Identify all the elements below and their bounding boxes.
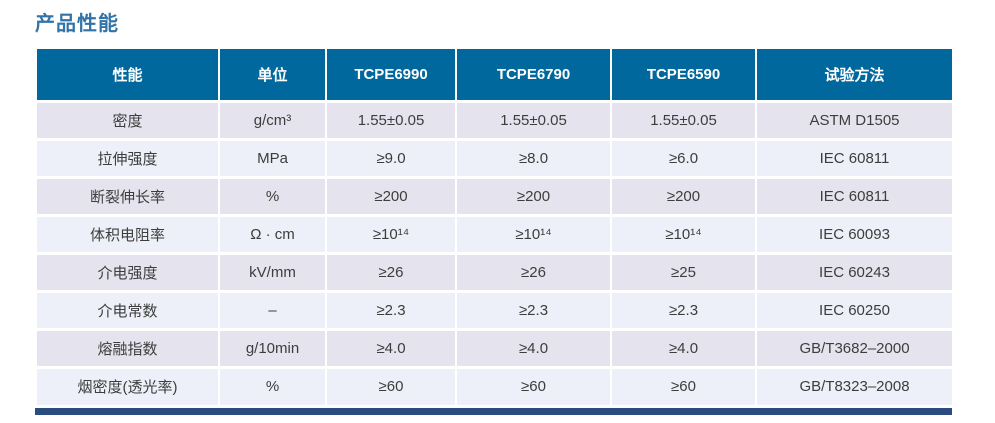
tcpe6990-value-cell: ≥60 <box>325 365 457 405</box>
table-row: 拉伸强度 MPa ≥9.0 ≥8.0 ≥6.0 IEC 60811 <box>35 137 954 177</box>
tcpe6790-value-cell: ≥10¹⁴ <box>455 213 612 253</box>
test-method-cell: IEC 60811 <box>755 175 954 215</box>
property-cell: 烟密度(透光率) <box>35 365 220 405</box>
test-method-cell: IEC 60093 <box>755 213 954 253</box>
property-cell: 拉伸强度 <box>35 137 220 177</box>
unit-cell: kV/mm <box>218 251 327 291</box>
header-cell-tcpe6790: TCPE6790 <box>455 49 612 101</box>
tcpe6990-value-cell: ≥200 <box>325 175 457 215</box>
tcpe6790-value-cell: ≥200 <box>455 175 612 215</box>
test-method-cell: IEC 60243 <box>755 251 954 291</box>
table-bottom-bar <box>35 408 952 415</box>
unit-cell: MPa <box>218 137 327 177</box>
property-cell: 断裂伸长率 <box>35 175 220 215</box>
header-cell-tcpe6990: TCPE6990 <box>325 49 457 101</box>
test-method-cell: IEC 60250 <box>755 289 954 329</box>
table-row: 熔融指数 g/10min ≥4.0 ≥4.0 ≥4.0 GB/T3682–2000 <box>35 327 954 367</box>
tcpe6990-value-cell: ≥26 <box>325 251 457 291</box>
tcpe6590-value-cell: 1.55±0.05 <box>610 99 757 139</box>
page-title: 产品性能 <box>35 13 119 35</box>
test-method-cell: GB/T3682–2000 <box>755 327 954 367</box>
header-row: 性能 单位 TCPE6990 TCPE6790 TCPE6590 试验方法 <box>35 49 954 101</box>
table-row: 断裂伸长率% ≥200 ≥200 ≥200 IEC 60811 <box>35 175 954 215</box>
unit-cell: Ω · cm <box>218 213 327 253</box>
table-row: 介电强度 kV/mm ≥26 ≥26 ≥25 IEC 60243 <box>35 251 954 291</box>
property-cell: 熔融指数 <box>35 327 220 367</box>
test-method-cell: ASTM D1505 <box>755 99 954 139</box>
property-cell: 体积电阻率 <box>35 213 220 253</box>
tcpe6790-value-cell: ≥2.3 <box>455 289 612 329</box>
tcpe6990-value-cell: ≥4.0 <box>325 327 457 367</box>
tcpe6790-value-cell: ≥60 <box>455 365 612 405</box>
property-cell: 密度 <box>35 99 220 139</box>
tcpe6590-value-cell: ≥60 <box>610 365 757 405</box>
header-cell-unit: 单位 <box>218 49 327 101</box>
tcpe6990-value-cell: ≥2.3 <box>325 289 457 329</box>
tcpe6990-value-cell: ≥10¹⁴ <box>325 213 457 253</box>
tcpe6590-value-cell: ≥10¹⁴ <box>610 213 757 253</box>
table-row: 介电常数 – ≥2.3 ≥2.3 ≥2.3 IEC 60250 <box>35 289 954 329</box>
tcpe6990-value-cell: 1.55±0.05 <box>325 99 457 139</box>
tcpe6590-value-cell: ≥25 <box>610 251 757 291</box>
tcpe6590-value-cell: ≥2.3 <box>610 289 757 329</box>
table-row: 密度 g/cm³ 1.55±0.05 1.55±0.05 1.55±0.05 ASTM D… <box>35 99 954 139</box>
property-cell: 介电强度 <box>35 251 220 291</box>
tcpe6790-value-cell: ≥26 <box>455 251 612 291</box>
header-cell-tcpe6590: TCPE6590 <box>610 49 757 101</box>
unit-cell: – <box>218 289 327 329</box>
tcpe6990-value-cell: ≥9.0 <box>325 137 457 177</box>
tcpe6590-value-cell: ≥200 <box>610 175 757 215</box>
unit-cell: % <box>218 175 327 215</box>
property-cell: 介电常数 <box>35 289 220 329</box>
header-cell-property: 性能 <box>35 49 220 101</box>
table-row: 体积电阻率 Ω · cm ≥10¹⁴ ≥10¹⁴ ≥10¹⁴ IEC 60093 <box>35 213 954 253</box>
tcpe6590-value-cell: ≥6.0 <box>610 137 757 177</box>
tcpe6590-value-cell: ≥4.0 <box>610 327 757 367</box>
header-cell-test-method: 试验方法 <box>755 49 954 101</box>
table-header: 性能 单位 TCPE6990 TCPE6790 TCPE6590 试验方法 <box>35 49 954 101</box>
table-body: 密度 g/cm³ 1.55±0.05 1.55±0.05 1.55±0.05 ASTM D… <box>35 99 954 405</box>
test-method-cell: GB/T8323–2008 <box>755 365 954 405</box>
tcpe6790-value-cell: ≥8.0 <box>455 137 612 177</box>
product-spec-table: 性能 单位 TCPE6990 TCPE6790 TCPE6590 试验方法 密度… <box>35 49 954 405</box>
unit-cell: g/10min <box>218 327 327 367</box>
tcpe6790-value-cell: 1.55±0.05 <box>455 99 612 139</box>
tcpe6790-value-cell: ≥4.0 <box>455 327 612 367</box>
table-row: 烟密度(透光率)% ≥60 ≥60 ≥60 GB/T8323–2008 <box>35 365 954 405</box>
test-method-cell: IEC 60811 <box>755 137 954 177</box>
unit-cell: g/cm³ <box>218 99 327 139</box>
unit-cell: % <box>218 365 327 405</box>
